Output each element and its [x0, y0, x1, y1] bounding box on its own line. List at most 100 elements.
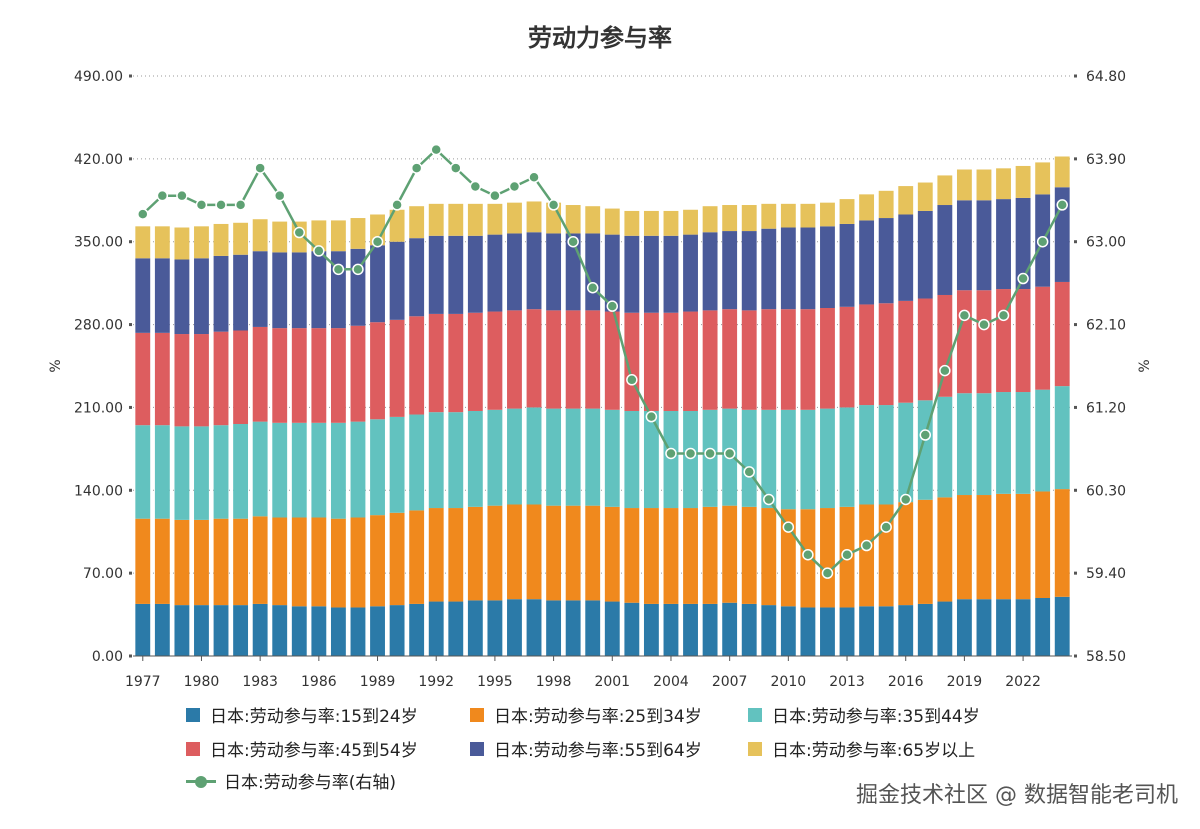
- bar-3-2003: [643, 312, 659, 411]
- bar-1-2018: [937, 497, 953, 602]
- bar-4-2007: [722, 231, 738, 310]
- bar-3-1993: [448, 313, 464, 413]
- line-point-2013: [841, 548, 853, 561]
- bar-0-1977: [135, 603, 151, 656]
- bar-5-2018: [937, 175, 953, 206]
- legend-item-35-44[interactable]: 日本:劳动参与率:35到44岁: [748, 702, 980, 727]
- bar-0-2016: [898, 605, 914, 656]
- bar-0-1985: [291, 606, 307, 656]
- bar-0-1995: [487, 600, 503, 656]
- bar-3-1979: [174, 334, 190, 427]
- left-tick-mark: [129, 323, 132, 327]
- bar-0-1993: [448, 601, 464, 656]
- bar-3-1995: [487, 311, 503, 410]
- bar-3-2023: [1035, 286, 1051, 390]
- bar-0-1999: [565, 600, 581, 656]
- bar-4-1984: [272, 252, 288, 329]
- bar-1-1985: [291, 517, 307, 607]
- legend-item-25-34[interactable]: 日本:劳动参与率:25到34岁: [470, 702, 702, 727]
- bar-1-2009: [761, 508, 777, 606]
- right-tick-label: 63.90: [1086, 152, 1126, 168]
- left-tick-mark: [129, 405, 132, 409]
- right-tick-label: 61.20: [1086, 400, 1126, 416]
- line-point-2017: [919, 429, 932, 441]
- bar-3-1988: [350, 325, 366, 422]
- bar-2-2024: [1054, 386, 1070, 490]
- bar-3-1987: [330, 328, 346, 423]
- bar-2-1998: [546, 408, 562, 506]
- legend-swatch: [748, 741, 762, 756]
- line-point-2008: [743, 466, 755, 478]
- bar-2-2018: [937, 396, 953, 498]
- right-tick-label: 60.30: [1086, 483, 1126, 499]
- legend-swatch: [470, 707, 484, 722]
- legend-label: 日本:劳动参与率:35到44岁: [772, 707, 980, 727]
- bar-5-1988: [350, 218, 366, 249]
- right-tick-mark: [1074, 323, 1077, 327]
- bar-3-2018: [937, 294, 953, 397]
- legend-label: 日本:劳动参与率:15到24岁: [210, 707, 418, 727]
- watermark: 掘金技术社区 @ 数据智能老司机: [856, 783, 1178, 808]
- bar-3-2012: [820, 308, 835, 409]
- line-point-1992: [430, 143, 442, 156]
- bar-1-2004: [663, 508, 679, 604]
- right-tick-mark: [1074, 157, 1077, 161]
- line-point-1985: [293, 226, 306, 239]
- legend-label: 日本:劳动参与率:25到34岁: [494, 707, 702, 727]
- line-point-1991: [410, 162, 423, 174]
- bar-4-2009: [761, 228, 777, 310]
- bar-0-2010: [780, 606, 796, 656]
- bar-4-1997: [526, 232, 542, 310]
- left-tick-label: 140.00: [74, 483, 123, 499]
- bar-5-2016: [898, 186, 914, 215]
- legend-item-45-54[interactable]: 日本:劳动参与率:45到54岁: [186, 736, 418, 761]
- bar-2-1988: [350, 421, 366, 518]
- bar-5-1982: [233, 222, 249, 255]
- bar-1-1989: [370, 515, 385, 607]
- bar-3-2024: [1054, 281, 1070, 387]
- bar-4-1995: [487, 234, 503, 312]
- bar-3-2010: [780, 309, 796, 410]
- line-point-2019: [958, 309, 971, 322]
- line-series-path: [141, 147, 1064, 575]
- legend-swatch: [186, 741, 200, 756]
- bar-2-1994: [467, 410, 483, 507]
- bar-0-1996: [507, 599, 522, 656]
- bar-5-2023: [1035, 162, 1051, 195]
- legend-item-total-right-axis[interactable]: 日本:劳动参与率(右轴): [186, 768, 396, 793]
- bar-3-2006: [702, 310, 718, 410]
- legend-item-65-plus[interactable]: 日本:劳动参与率:65岁以上: [748, 736, 975, 761]
- bar-1-2001: [604, 506, 620, 602]
- bar-4-2020: [976, 200, 992, 291]
- bar-3-2007: [722, 309, 738, 409]
- legend-item-55-64[interactable]: 日本:劳动参与率:55到64岁: [470, 736, 702, 761]
- bar-4-1981: [213, 255, 229, 332]
- bar-1-2017: [917, 499, 933, 604]
- bar-1-1982: [233, 518, 249, 606]
- bar-5-2005: [683, 209, 698, 235]
- left-tick-label: 420.00: [74, 152, 123, 168]
- left-tick-label: 350.00: [74, 235, 123, 251]
- bar-2-2015: [878, 405, 894, 505]
- bar-4-1991: [409, 238, 425, 317]
- bar-4-1978: [154, 258, 170, 333]
- line-point-2011: [802, 548, 814, 561]
- bar-3-2004: [663, 312, 679, 411]
- bar-0-1984: [272, 605, 288, 656]
- right-tick-mark: [1074, 488, 1077, 492]
- legend-item-15-24[interactable]: 日本:劳动参与率:15到24岁: [186, 702, 418, 727]
- bar-2-2001: [604, 409, 620, 507]
- bar-1-1995: [487, 505, 503, 601]
- bar-5-2003: [643, 210, 659, 236]
- bar-4-2015: [878, 218, 894, 304]
- bar-5-2013: [839, 199, 855, 224]
- bar-4-2021: [996, 199, 1011, 290]
- line-point-1983: [254, 162, 266, 174]
- bar-4-2022: [1015, 197, 1031, 290]
- line-point-2021: [997, 309, 1010, 322]
- bar-0-2008: [741, 603, 757, 656]
- bar-0-2019: [956, 599, 972, 656]
- bar-0-2013: [839, 607, 855, 656]
- x-tick-label: 2016: [888, 674, 924, 690]
- bar-3-1983: [252, 326, 268, 422]
